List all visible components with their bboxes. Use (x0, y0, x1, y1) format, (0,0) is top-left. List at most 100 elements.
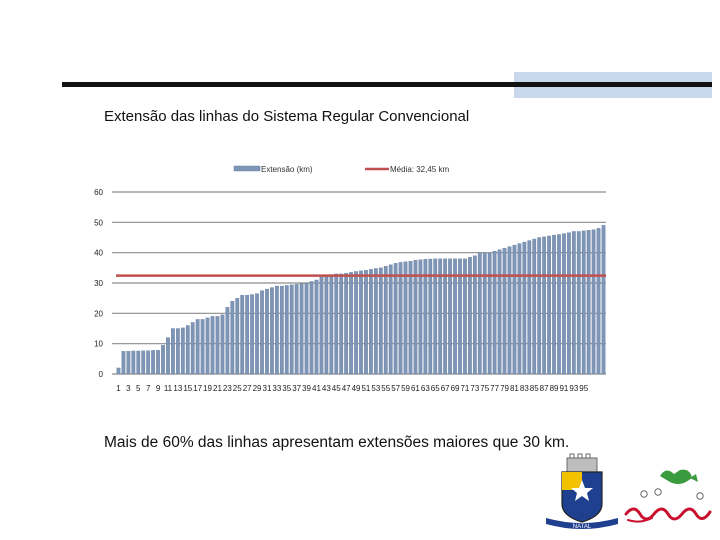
bar (517, 243, 522, 375)
bar (230, 301, 235, 375)
x-tick-label: 31 (263, 384, 272, 393)
bar (403, 261, 408, 375)
bar (547, 235, 551, 375)
logo-area: NATAL (546, 453, 712, 530)
x-tick-label: 77 (490, 384, 499, 393)
bar (225, 307, 230, 375)
bar (364, 270, 368, 375)
bar (175, 328, 180, 375)
bar-series (116, 225, 606, 375)
legend-label-media: Média: 32,45 km (390, 165, 449, 174)
x-tick-label: 29 (253, 384, 262, 393)
bar (388, 264, 393, 375)
x-tick-label: 27 (243, 384, 252, 393)
bar (329, 274, 334, 375)
x-tick-label: 7 (146, 384, 151, 393)
bar (463, 258, 467, 375)
x-tick-label: 39 (302, 384, 311, 393)
x-tick-label: 1 (116, 384, 121, 393)
bar (314, 279, 319, 375)
bar (279, 285, 284, 375)
bar (210, 316, 215, 375)
x-tick-label: 63 (421, 384, 430, 393)
x-tick-label: 21 (213, 384, 222, 393)
bar (408, 261, 413, 375)
x-tick-label: 87 (540, 384, 549, 393)
bar (512, 244, 517, 375)
bar (220, 314, 225, 375)
bar (532, 238, 537, 375)
bar (557, 234, 561, 375)
bar (274, 285, 279, 375)
bar (250, 294, 254, 375)
bar (136, 350, 141, 375)
bar (542, 236, 547, 375)
bar (235, 298, 240, 375)
x-tick-label: 69 (451, 384, 460, 393)
y-tick-label: 10 (94, 340, 103, 349)
bar (116, 367, 121, 375)
x-tick-label: 93 (569, 384, 578, 393)
x-tick-label: 89 (550, 384, 559, 393)
bar (502, 247, 507, 375)
bar (576, 231, 581, 375)
x-tick-label: 71 (460, 384, 469, 393)
bar (566, 232, 571, 375)
bar (284, 285, 289, 375)
bar (398, 262, 403, 375)
city-brand-logo (624, 469, 712, 523)
legend: Extensão (km) Média: 32,45 km (233, 165, 449, 174)
bar (151, 350, 156, 375)
y-axis-ticks: 0 10 20 30 40 50 60 (94, 188, 103, 379)
bar (265, 288, 269, 375)
bar (215, 316, 220, 375)
bar (200, 319, 205, 375)
x-tick-label: 75 (480, 384, 489, 393)
x-axis-ticks: 1 3 5 7 9 11 13 15 17 19 21 23 25 27 29 31 33 35 37 39 41 43 4… (116, 384, 588, 393)
bar (354, 271, 358, 375)
x-tick-label: 95 (579, 384, 588, 393)
x-tick-label: 61 (411, 384, 420, 393)
header-rule (62, 82, 712, 87)
bar (537, 237, 542, 375)
bar (121, 351, 126, 375)
bar (552, 234, 556, 375)
x-tick-label: 37 (292, 384, 301, 393)
bar (527, 240, 532, 375)
x-tick-label: 83 (520, 384, 529, 393)
bar (156, 350, 160, 375)
bar (190, 322, 195, 375)
x-tick-label: 55 (381, 384, 390, 393)
bar (339, 273, 344, 375)
x-tick-label: 53 (371, 384, 380, 393)
bar (468, 257, 472, 375)
x-tick-label: 11 (164, 384, 173, 393)
bar (146, 350, 151, 375)
x-tick-label: 35 (282, 384, 291, 393)
bar (522, 241, 527, 375)
bar (477, 252, 482, 375)
bar (601, 225, 606, 375)
x-tick-label: 65 (431, 384, 440, 393)
bar (344, 273, 349, 375)
bar (413, 260, 418, 375)
slide-caption: Mais de 60% das linhas apresentam extens… (104, 434, 570, 451)
y-tick-label: 30 (94, 279, 103, 288)
bar (294, 284, 299, 375)
bar (324, 275, 329, 375)
bar (428, 258, 433, 375)
bar (299, 283, 304, 375)
x-tick-label: 25 (233, 384, 242, 393)
bar (185, 325, 190, 375)
bar (131, 350, 136, 375)
x-tick-label: 51 (361, 384, 370, 393)
bar (349, 272, 353, 375)
bar (161, 345, 165, 375)
bar (373, 268, 378, 375)
x-tick-label: 41 (312, 384, 321, 393)
bar (359, 270, 363, 375)
bar (418, 259, 423, 375)
bar (507, 246, 512, 375)
x-tick-label: 73 (470, 384, 479, 393)
